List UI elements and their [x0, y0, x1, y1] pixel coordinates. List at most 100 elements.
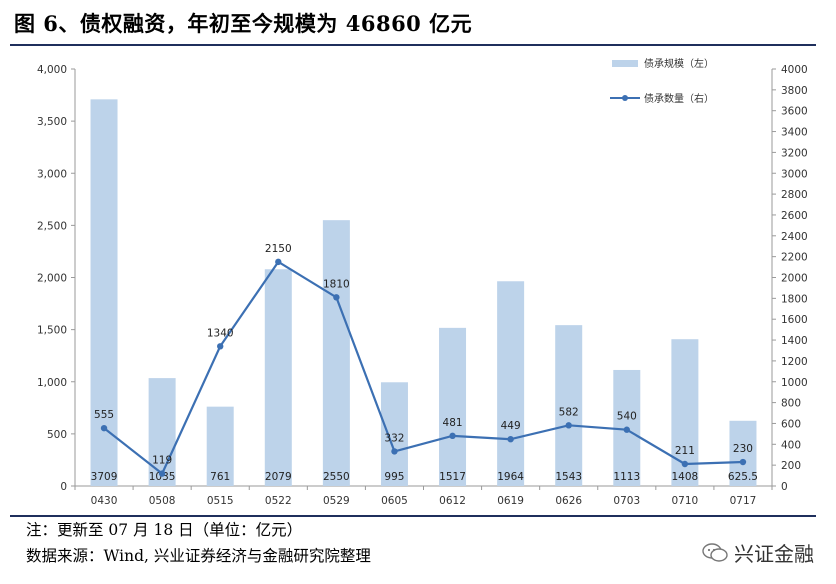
- right-tick-label: 600: [781, 418, 801, 430]
- bar: [380, 382, 408, 486]
- x-tick-label: 0703: [613, 495, 640, 507]
- bar-value-label: 1964: [497, 471, 524, 483]
- x-tick-label: 0619: [497, 495, 524, 507]
- bar: [439, 327, 467, 486]
- bar: [729, 420, 757, 486]
- right-tick-label: 1400: [781, 335, 808, 347]
- line-value-label: 211: [675, 445, 695, 457]
- line-value-label: 332: [384, 432, 404, 444]
- line-point: [158, 470, 166, 477]
- x-tick-label: 0605: [381, 495, 408, 507]
- right-tick-label: 1200: [781, 356, 808, 368]
- chart-title: 图 6、债权融资，年初至今规模为 46860 亿元: [14, 11, 473, 36]
- right-tick-label: 3000: [781, 168, 808, 180]
- line-series: [103, 260, 743, 476]
- right-tick-label: 400: [781, 439, 801, 451]
- line-point: [449, 432, 456, 440]
- right-tick-label: 2200: [781, 252, 808, 264]
- right-tick-label: 3400: [781, 127, 808, 139]
- bar-value-label: 1517: [439, 471, 466, 483]
- legend-bar-label: 债承规模（左）: [644, 57, 714, 70]
- bar-value-label: 1543: [555, 471, 582, 483]
- brand-label: 兴证金融: [734, 542, 814, 566]
- right-tick-label: 1800: [781, 293, 808, 305]
- line-point: [623, 426, 630, 433]
- left-tick-label: 3,500: [37, 116, 67, 128]
- bar: [322, 220, 350, 486]
- legend-line-marker: [622, 95, 628, 101]
- right-tick-label: 800: [781, 398, 801, 410]
- line-point: [391, 448, 398, 455]
- wechat-icon: [702, 542, 728, 562]
- line-value-label: 449: [501, 420, 521, 432]
- right-tick-label: 3200: [781, 147, 808, 159]
- x-tick-label: 0430: [91, 495, 118, 507]
- right-tick-label: 200: [781, 460, 801, 472]
- bar-value-label: 3709: [91, 471, 118, 483]
- line-point: [333, 294, 340, 301]
- left-tick-label: 1,000: [37, 377, 67, 389]
- bar: [497, 281, 525, 486]
- right-tick-label: 2000: [781, 273, 808, 285]
- left-tick-label: 2,000: [37, 273, 67, 285]
- bar: [264, 269, 292, 486]
- line-value-label: 555: [94, 409, 114, 421]
- bar-value-label: 2079: [265, 471, 292, 483]
- x-tick-label: 0626: [555, 495, 582, 507]
- right-tick-label: 3800: [781, 85, 808, 97]
- line-point: [565, 422, 572, 429]
- bar-value-label: 1408: [672, 471, 699, 483]
- right-tick-label: 1000: [781, 377, 808, 389]
- right-tick-label: 2400: [781, 231, 808, 243]
- x-tick-label: 0508: [149, 495, 176, 507]
- left-tick-label: 3,000: [37, 168, 67, 180]
- bar-value-label: 1113: [613, 471, 640, 483]
- line-value-label: 230: [733, 443, 753, 455]
- left-tick-label: 2,500: [37, 220, 67, 232]
- line-point: [739, 458, 747, 466]
- footer-rule: [10, 515, 816, 517]
- line-point: [275, 258, 282, 266]
- line-point: [507, 435, 514, 443]
- unit-note: 注：更新至 07 月 18 日（单位：亿元）: [26, 521, 303, 539]
- line-value-label: 119: [152, 455, 172, 467]
- x-tick-label: 0717: [730, 495, 757, 507]
- bar-value-label: 761: [210, 471, 230, 483]
- right-tick-label: 0: [781, 481, 788, 493]
- legend-bar-swatch: [612, 60, 638, 67]
- bar-value-label: 2550: [323, 471, 350, 483]
- line-value-label: 1340: [207, 327, 234, 339]
- bar-line-chart: 0 500 1,000 1,500 2,000 2,500 3,000 3,500 4,000 0…: [37, 57, 808, 507]
- left-tick-label: 1,500: [37, 325, 67, 337]
- bar-value-label: 995: [384, 471, 404, 483]
- x-tick-label: 0515: [207, 495, 234, 507]
- x-tick-label: 0529: [323, 495, 350, 507]
- right-tick-label: 1600: [781, 314, 808, 326]
- legend-line-label: 债承数量（右）: [644, 92, 714, 105]
- brand-watermark: 兴证金融: [702, 538, 814, 567]
- left-tick-label: 500: [47, 429, 67, 441]
- x-tick-label: 0710: [672, 495, 699, 507]
- bar: [555, 325, 583, 486]
- title-rule: [10, 44, 816, 46]
- line-point: [217, 343, 224, 350]
- bar-value-label: 1035: [149, 471, 176, 483]
- right-tick-label: 2800: [781, 189, 808, 201]
- bar: [90, 99, 118, 487]
- x-tick-label: 0612: [439, 495, 466, 507]
- bar: [148, 378, 176, 486]
- right-tick-label: 3600: [781, 106, 808, 118]
- line-point: [681, 460, 689, 468]
- left-tick-label: 4,000: [37, 64, 67, 76]
- line-value-label: 582: [559, 406, 579, 418]
- line-value-label: 2150: [265, 243, 292, 255]
- right-tick-label: 2600: [781, 210, 808, 222]
- bar: [206, 406, 234, 486]
- bar-value-label: 625.5: [728, 471, 758, 483]
- left-tick-label: 0: [60, 481, 67, 493]
- source-note: 数据来源：Wind, 兴业证券经济与金融研究院整理: [26, 547, 371, 565]
- line-value-label: 1810: [323, 278, 350, 290]
- right-tick-label: 4000: [781, 64, 808, 76]
- line-value-label: 540: [617, 411, 637, 423]
- x-tick-label: 0522: [265, 495, 292, 507]
